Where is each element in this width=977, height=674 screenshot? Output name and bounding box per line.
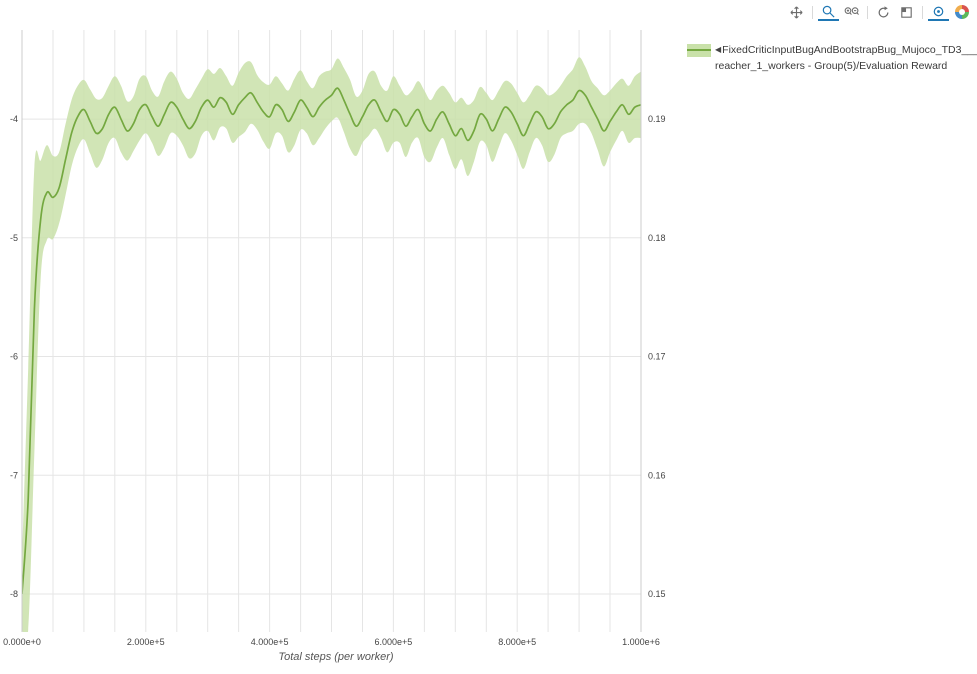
- toolbar-separator: [922, 5, 923, 19]
- zoom-in-out-icon: [844, 6, 859, 15]
- zoom-button[interactable]: [818, 3, 839, 21]
- y-tick-label: -7: [10, 470, 18, 480]
- toolbar-separator: [812, 5, 813, 19]
- hover-closest-button[interactable]: [928, 3, 949, 21]
- chart-plot-area[interactable]: -4 -5 -6 -7 -8 0.15 0.16 0.17 0.18 0.19 0.000e+0 2.…: [0, 0, 672, 674]
- x-tick-label: 4.000e+5: [251, 637, 289, 647]
- y-tick-label: -6: [10, 352, 18, 362]
- y2-tick-label: 0.15: [648, 589, 666, 599]
- plot-toolbar: [786, 3, 972, 21]
- y-tick-label: -4: [10, 114, 18, 124]
- y-tick-label: -5: [10, 233, 18, 243]
- y2-tick-label: 0.19: [648, 114, 666, 124]
- legend-item[interactable]: ◀FixedCriticInputBugAndBootstrapBug_Mujo…: [687, 42, 977, 75]
- x-tick-label: 2.000e+5: [127, 637, 165, 647]
- reset-axes-button[interactable]: [896, 3, 917, 21]
- x-axis-title: Total steps (per worker): [278, 651, 394, 663]
- y2-tick-label: 0.17: [648, 352, 666, 362]
- confidence-band: [22, 57, 641, 632]
- legend-collapse-icon: ◀: [715, 45, 722, 54]
- x-tick-label: 1.000e+6: [622, 637, 660, 647]
- legend-label: ◀FixedCriticInputBugAndBootstrapBug_Mujo…: [715, 42, 977, 75]
- plotly-logo-icon: [954, 5, 969, 19]
- mean-line: [22, 87, 641, 595]
- legend: ◀FixedCriticInputBugAndBootstrapBug_Mujo…: [687, 42, 977, 75]
- legend-label-line1: FixedCriticInputBugAndBootstrapBug_Mujoc…: [722, 44, 977, 56]
- autoscale-icon: [878, 5, 889, 17]
- y2-tick-label: 0.16: [648, 470, 666, 480]
- toolbar-separator: [867, 5, 868, 19]
- hover-closest-icon: [933, 6, 944, 16]
- y2-tick-label: 0.18: [648, 233, 666, 243]
- legend-swatch-line-icon: [687, 49, 711, 51]
- pan-button[interactable]: [786, 3, 807, 21]
- reset-axes-icon: [901, 6, 912, 18]
- plotly-logo-button[interactable]: [951, 3, 972, 21]
- legend-label-line2: reacher_1_workers - Group(5)/Evaluation …: [715, 60, 948, 73]
- zoom-in-out-button[interactable]: [841, 3, 862, 21]
- x-tick-label: 6.000e+5: [375, 637, 413, 647]
- zoom-icon: [822, 5, 835, 18]
- pan-icon: [790, 5, 803, 19]
- legend-swatch: [687, 44, 711, 57]
- y-tick-label: -8: [10, 589, 18, 599]
- x-tick-label: 0.000e+0: [3, 637, 41, 647]
- autoscale-button[interactable]: [873, 3, 894, 21]
- x-tick-label: 8.000e+5: [498, 637, 536, 647]
